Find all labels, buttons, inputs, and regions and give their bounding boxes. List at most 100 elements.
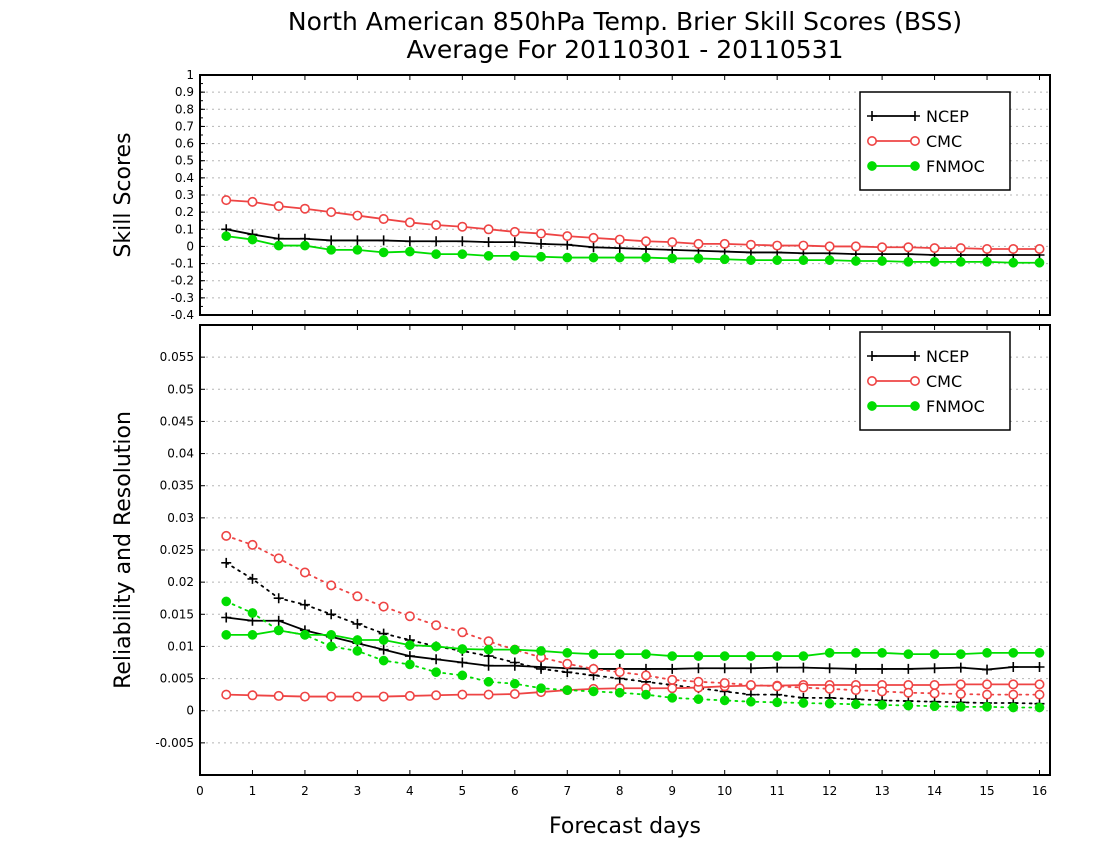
data-point [1034, 702, 1045, 713]
data-point [877, 648, 887, 658]
data-point [746, 255, 756, 265]
data-point [247, 690, 258, 701]
data-point [719, 663, 730, 674]
data-point [378, 655, 389, 666]
data-point [378, 601, 389, 612]
data-point [509, 237, 520, 248]
data-point [929, 649, 940, 659]
data-point [745, 239, 756, 250]
data-point [851, 699, 861, 710]
data-point [273, 201, 284, 212]
data-point [483, 644, 494, 655]
data-point [509, 251, 520, 261]
data-point [404, 611, 415, 622]
data-point [929, 663, 940, 674]
x-tick-label: 2 [301, 784, 309, 798]
data-point [614, 243, 625, 254]
data-point [824, 255, 835, 265]
data-point [982, 648, 992, 658]
data-point [378, 247, 389, 258]
y-tick-label: 0.02 [167, 575, 194, 589]
data-point [772, 651, 783, 661]
data-point [667, 663, 678, 674]
legend: NCEP CMC FNMOC [859, 331, 1011, 431]
y-tick-label: 0.5 [175, 154, 194, 168]
data-point [457, 689, 468, 700]
data-point [903, 649, 914, 659]
data-point [1008, 244, 1019, 255]
data-point [431, 220, 442, 231]
data-point [693, 663, 704, 674]
data-point [378, 235, 389, 246]
data-point [903, 687, 914, 698]
data-point [221, 596, 232, 607]
data-point [588, 686, 599, 697]
legend-marker [909, 136, 920, 147]
data-point [877, 686, 888, 697]
data-point [457, 657, 468, 668]
x-tick-label: 7 [563, 784, 571, 798]
data-point [536, 228, 547, 239]
data-point [378, 635, 389, 645]
data-point [431, 690, 442, 701]
data-point [588, 232, 599, 243]
data-point [929, 688, 940, 699]
data-point [824, 683, 835, 694]
data-point [300, 240, 310, 251]
y-axis-label: Skill Scores [111, 132, 136, 257]
data-point [667, 674, 678, 685]
data-point [221, 689, 232, 700]
series-line [225, 616, 1041, 671]
data-point [562, 252, 573, 263]
data-point [221, 630, 232, 640]
data-point [509, 657, 520, 668]
data-point [562, 658, 573, 669]
data-point [798, 240, 809, 251]
data-point [300, 630, 310, 640]
data-point [955, 679, 966, 690]
data-point [955, 702, 966, 712]
x-tick-label: 15 [979, 784, 994, 798]
data-point [247, 539, 258, 550]
data-point [352, 618, 363, 629]
data-point [326, 207, 337, 218]
data-point [693, 694, 704, 704]
data-point [746, 651, 756, 661]
data-point [273, 625, 284, 636]
y-tick-label: 0.3 [175, 188, 194, 202]
data-point [404, 690, 415, 701]
data-point [247, 573, 258, 584]
data-point [404, 236, 415, 247]
legend-label-cmc: CMC [926, 372, 962, 391]
data-point [798, 255, 809, 265]
y-tick-label: 0.2 [175, 205, 194, 219]
y-tick-label: 0.1 [175, 222, 194, 236]
data-point [798, 682, 809, 693]
x-tick-label: 13 [874, 784, 889, 798]
y-tick-label: 0.03 [167, 511, 194, 525]
x-tick-label: 16 [1032, 784, 1047, 798]
data-point [903, 700, 914, 711]
data-point [614, 234, 625, 245]
data-point [326, 691, 337, 702]
data-point [273, 553, 284, 564]
y-tick-label: 0.015 [160, 607, 194, 621]
y-tick-label: 0.4 [175, 171, 194, 185]
data-point [378, 214, 389, 225]
data-point [299, 691, 310, 702]
data-point [221, 530, 232, 541]
series-ncep [221, 612, 1045, 675]
data-point [588, 649, 599, 659]
data-point [247, 234, 258, 245]
data-point [693, 238, 704, 249]
legend-marker [867, 161, 877, 171]
data-point [536, 238, 547, 249]
data-point [824, 648, 835, 658]
data-point [352, 691, 363, 702]
data-point [378, 691, 389, 702]
data-point [457, 627, 468, 638]
plot-frame [199, 74, 1051, 316]
data-point [1008, 648, 1019, 658]
series-dotted-5 [221, 596, 1045, 713]
data-point [640, 670, 651, 681]
